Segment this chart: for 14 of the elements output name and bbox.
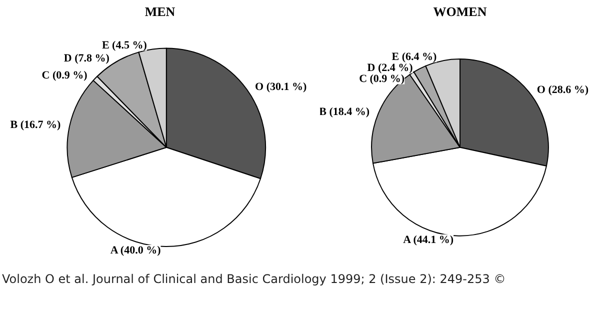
- slice-label: A (40.0 %): [110, 244, 162, 257]
- chart-title: MEN: [144, 4, 176, 19]
- slice-label: D (2.4 %): [367, 62, 414, 74]
- slice-label: E (6.4 %): [392, 50, 438, 63]
- slice-label: C (0.9 %): [359, 72, 405, 85]
- slice-label: E (4.5 %): [102, 39, 148, 52]
- slice-label: C (0.9 %): [42, 70, 88, 82]
- slice-label: O (30.1 %): [255, 81, 308, 94]
- slice-label: B (16.7 %): [10, 119, 61, 132]
- slice-label: O (28.6 %): [536, 84, 589, 96]
- text: Volozh O et al. Journal of Clinical and Basic Cardiology 1999; 2 (Issue 2): 249-253 ©: [2, 272, 506, 286]
- slice-label: A (44.1 %): [403, 234, 454, 246]
- slice-label: D (7.8 %): [64, 52, 110, 64]
- chart-title: WOMEN: [433, 4, 488, 19]
